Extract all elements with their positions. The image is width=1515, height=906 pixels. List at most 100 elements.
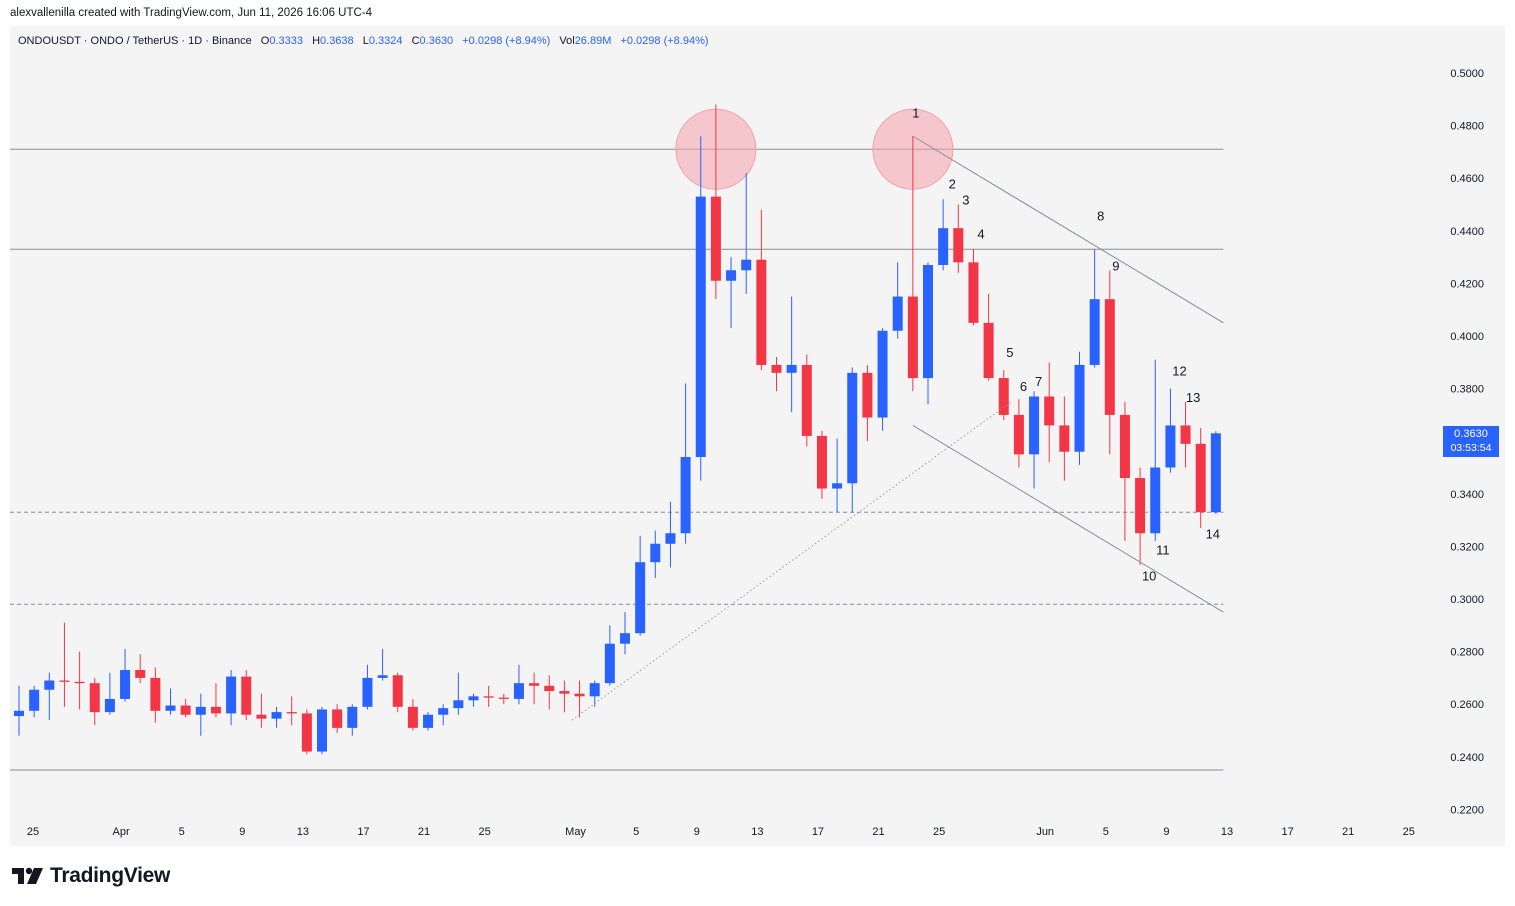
candle-body [59, 680, 70, 682]
candle-body [680, 456, 691, 534]
candle [407, 698, 418, 731]
candle-body [907, 296, 918, 379]
candle [150, 667, 161, 723]
time-axis: 25 Apr 5 9 13 17 21 25 May 5 9 13 17 21 25 Jun 5 9 13 17 21 2… [27, 826, 1415, 838]
candle [1119, 401, 1130, 542]
candle [574, 680, 585, 718]
candle [1135, 467, 1146, 565]
time-tick-label: 13 [751, 826, 763, 838]
bar-countdown: 03:53:54 [1450, 442, 1492, 454]
price-tick-label: 0.4200 [1450, 278, 1484, 290]
candle [680, 383, 691, 544]
candle [438, 704, 449, 726]
candle [1013, 399, 1024, 468]
time-tick-label: May [565, 826, 586, 838]
candle-body [1044, 396, 1055, 426]
last-price-tag: 0.3630 03:53:54 [1443, 426, 1499, 457]
tradingview-wordmark: TradingView [50, 864, 171, 887]
candle-body [559, 691, 570, 694]
time-tick-label: 25 [933, 826, 945, 838]
candle-body [635, 562, 646, 634]
candle-body [741, 259, 752, 271]
candle [241, 670, 252, 720]
time-tick-label: 13 [1221, 826, 1233, 838]
time-tick-label: 9 [694, 826, 700, 838]
time-tick-label: 25 [27, 826, 39, 838]
candle [332, 704, 343, 734]
candle-body [392, 675, 403, 707]
chart-credit: alexvallenilla created with TradingView.… [10, 7, 373, 19]
candle [604, 625, 615, 686]
symbol-name[interactable]: ONDOUSDT · ONDO / TetherUS · 1D · Binanc… [18, 35, 252, 47]
candle [423, 712, 434, 731]
candle-body [210, 706, 221, 714]
time-tick-label: 21 [418, 826, 430, 838]
candle [589, 680, 600, 707]
trend-line [912, 424, 1224, 613]
candle-body [256, 714, 267, 719]
candle [210, 683, 221, 718]
time-tick-label: 5 [1103, 826, 1109, 838]
candle-body [816, 435, 827, 489]
time-tick-label: 9 [1163, 826, 1169, 838]
candle [923, 262, 933, 405]
candle-body [877, 330, 888, 418]
candle-body [1135, 478, 1146, 534]
candle [29, 685, 40, 718]
candle [953, 204, 964, 273]
symbol-legend: ONDOUSDT · ONDO / TetherUS · 1D · Binanc… [18, 35, 715, 47]
candle-body [438, 708, 449, 715]
trend-line [912, 135, 1224, 324]
candle [862, 364, 873, 442]
candle-body [892, 296, 903, 331]
candle [286, 696, 297, 726]
wave-count-label: 3 [962, 193, 969, 208]
candle [483, 685, 494, 707]
price-tick-label: 0.2200 [1450, 804, 1484, 816]
candle-body [862, 372, 873, 418]
candle [104, 672, 115, 715]
candle-body [271, 712, 282, 719]
candle [756, 209, 767, 371]
candle-body [1059, 425, 1070, 452]
candle-body [483, 696, 494, 698]
low-value: 0.3324 [368, 35, 403, 47]
candle-body [726, 270, 737, 281]
price-tick-label: 0.4800 [1450, 121, 1484, 133]
change-value: +0.0298 (+8.94%) [462, 35, 551, 47]
wave-count-label: 14 [1206, 527, 1220, 542]
wave-count-label: 11 [1156, 542, 1170, 557]
price-tick-label: 0.4000 [1450, 331, 1484, 343]
tradingview-brand[interactable]: TradingView [12, 864, 170, 888]
chart-panel[interactable] [10, 26, 1505, 846]
candle-body [620, 633, 630, 644]
candle [998, 370, 1009, 421]
wave-count-label: 10 [1142, 569, 1156, 584]
candle [801, 354, 812, 447]
candle-body [1013, 414, 1024, 455]
candle-body [286, 712, 297, 714]
high-value: 0.3638 [320, 35, 354, 47]
candle-body [468, 696, 479, 701]
candle-body [938, 228, 949, 265]
time-tick-label: 9 [239, 826, 245, 838]
candle-body [347, 706, 358, 728]
candle [847, 367, 858, 513]
candle [1089, 249, 1100, 368]
candle-body [1150, 467, 1161, 534]
candle-body [1195, 443, 1206, 513]
candle-body [847, 372, 858, 484]
candle [938, 199, 949, 271]
candle [559, 680, 570, 713]
open-label: O [260, 35, 270, 47]
price-tick-label: 0.2400 [1450, 752, 1484, 764]
candle [180, 698, 191, 718]
candle [1104, 270, 1115, 455]
candle-body [195, 706, 206, 715]
candle-body [1104, 299, 1115, 415]
wave-count-label: 13 [1186, 390, 1200, 405]
candle [1074, 351, 1085, 465]
candle [710, 104, 721, 300]
candle-body [1210, 433, 1221, 513]
